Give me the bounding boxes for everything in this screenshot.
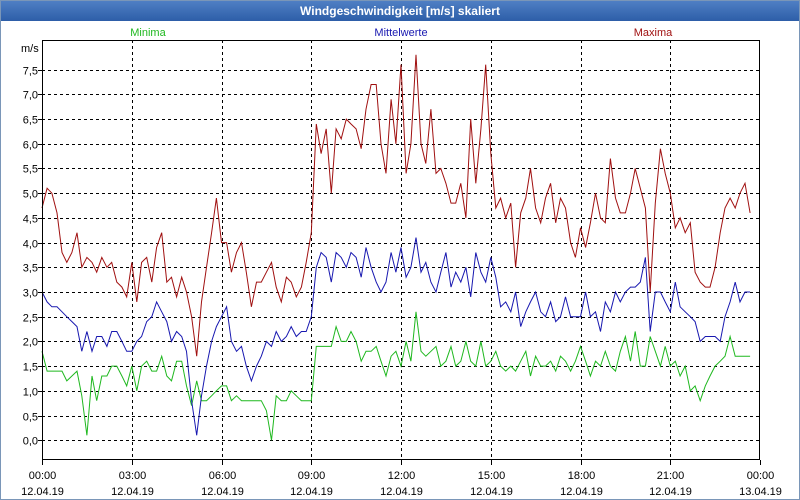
x-tick-date: 12.04.19 — [560, 486, 603, 498]
y-tick-label: 2,0 — [23, 337, 38, 349]
x-tick-date: 12.04.19 — [380, 486, 423, 498]
label-layer: 0,0 0,5 1,0 1,5 2,0 2,5 3,0 3,5 4,0 4,5 5,0 5,5 6,0 6… — [21, 27, 782, 498]
legend-mittelwerte: Mittelwerte — [374, 27, 427, 39]
series-layer — [41, 54, 751, 441]
plot-frame — [42, 40, 760, 460]
legend-minima: Minima — [130, 27, 166, 39]
series-line-maxima — [41, 54, 751, 357]
y-tick-label: 5,5 — [23, 164, 38, 176]
x-tick-time: 09:00 — [298, 470, 326, 482]
y-tick-label: 4,5 — [23, 214, 38, 226]
x-tick-time: 00:00 — [29, 470, 57, 482]
y-tick-label: 1,5 — [23, 362, 38, 374]
y-tick-label: 4,0 — [23, 239, 38, 251]
x-tick-date: 12.04.19 — [201, 486, 244, 498]
y-tick-label: 6,0 — [23, 140, 38, 152]
x-tick-time: 03:00 — [119, 470, 147, 482]
x-tick-time: 15:00 — [478, 470, 506, 482]
x-tick-date: 12.04.19 — [290, 486, 333, 498]
x-tick-date: 12.04.19 — [649, 486, 692, 498]
y-tick-label: 2,5 — [23, 313, 38, 325]
legend-maxima: Maxima — [634, 27, 673, 39]
x-tick-date: 12.04.19 — [21, 486, 64, 498]
y-tick-label: 0,5 — [23, 412, 38, 424]
series-line-mittelwerte — [41, 237, 751, 436]
y-tick-label: 6,5 — [23, 115, 38, 127]
x-tick-date: 12.04.19 — [111, 486, 154, 498]
x-tick-time: 00:00 — [747, 470, 775, 482]
axis-layer — [38, 40, 761, 465]
y-tick-label: 3,5 — [23, 263, 38, 275]
series-line-minima — [41, 311, 751, 441]
y-tick-label: 5,0 — [23, 189, 38, 201]
window-title: Windgeschwindigkeit [m/s] skaliert — [1, 1, 799, 21]
x-tick-time: 06:00 — [209, 470, 237, 482]
y-tick-label: 7,0 — [23, 90, 38, 102]
y-tick-label: 1,0 — [23, 387, 38, 399]
y-axis-unit: m/s — [21, 43, 39, 55]
y-tick-label: 7,5 — [23, 66, 38, 78]
x-tick-time: 12:00 — [388, 470, 416, 482]
y-tick-label: 3,0 — [23, 288, 38, 300]
x-tick-date: 13.04.19 — [739, 486, 782, 498]
x-tick-time: 18:00 — [568, 470, 596, 482]
x-tick-date: 12.04.19 — [470, 486, 513, 498]
x-tick-time: 21:00 — [657, 470, 685, 482]
y-tick-label: 0,0 — [23, 436, 38, 448]
